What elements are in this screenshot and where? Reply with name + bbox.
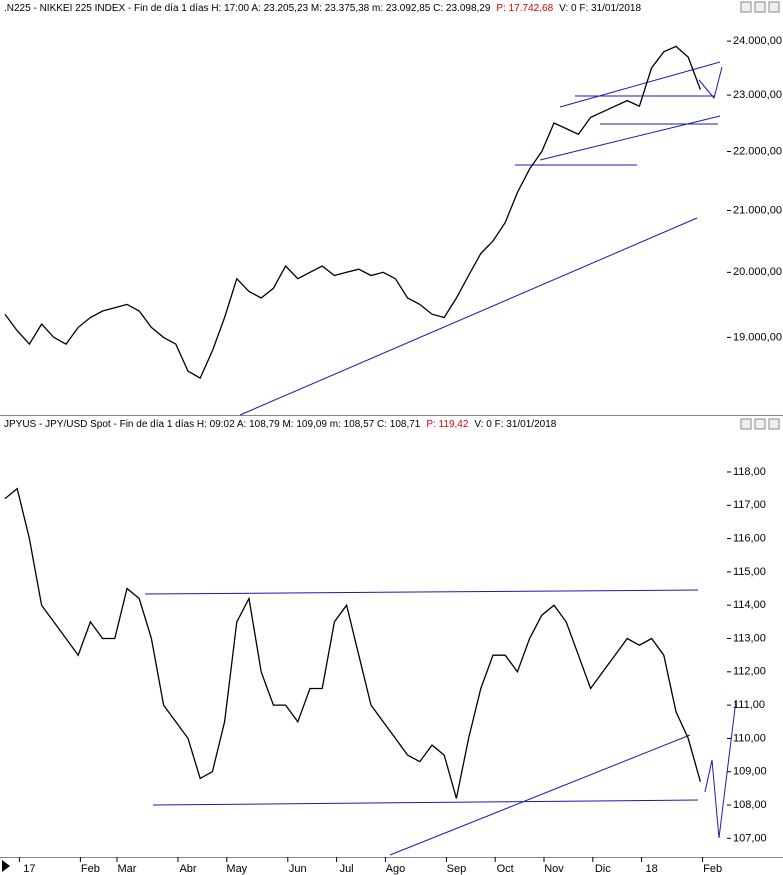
trend-line	[144, 589, 699, 595]
x-tick-label: Ago	[386, 863, 406, 875]
x-tick-label: 17	[23, 863, 35, 875]
y-tick-label: 112,00	[733, 666, 766, 678]
y-tick-label: 109,00	[733, 766, 767, 778]
y-tick-label: 19.000,00	[733, 331, 782, 343]
header-alert: P: 17.742,68	[496, 3, 553, 14]
trend-line	[389, 734, 691, 856]
y-tick-label: 23.000,00	[733, 89, 782, 101]
x-tick-label: Jun	[289, 863, 307, 875]
y-tick-label: 110,00	[733, 732, 766, 744]
y-tick-label: 21.000,00	[733, 204, 782, 216]
y-tick-label: 107,00	[733, 832, 767, 844]
y-tick-label: 115,00	[733, 566, 766, 578]
panel-header: .N225 - NIKKEI 225 INDEX - Fin de día 1 …	[4, 3, 641, 14]
x-tick-label: Sep	[447, 863, 467, 875]
y-tick-label: 118,00	[733, 466, 766, 478]
y-tick-label: 116,00	[733, 532, 766, 544]
button[interactable]	[754, 418, 766, 430]
header-title: JPYUS - JPY/USD Spot - Fin de día 1 días…	[4, 419, 421, 430]
y-tick-label: 24.000,00	[733, 35, 782, 47]
x-tick-label: May	[226, 863, 247, 875]
price-line	[4, 45, 702, 380]
x-tick-label: Dic	[595, 863, 611, 875]
y-tick-label: 117,00	[733, 499, 766, 511]
button[interactable]	[768, 418, 780, 430]
header-alert: P: 119,42	[426, 419, 469, 430]
header-info: V: 0 F: 31/01/2018	[559, 3, 641, 14]
button[interactable]	[768, 1, 780, 13]
scroll-marker	[2, 860, 10, 872]
y-tick-label: 108,00	[733, 799, 767, 811]
price-line	[4, 487, 702, 799]
header-info: V: 0 F: 31/01/2018	[474, 419, 556, 430]
x-tick-label: Feb	[81, 863, 100, 875]
x-tick-label: Nov	[544, 863, 564, 875]
x-tick-label: 18	[645, 863, 657, 875]
x-tick-label: Oct	[497, 863, 514, 875]
button[interactable]	[754, 1, 766, 13]
arrow	[704, 699, 737, 839]
window-buttons[interactable]	[740, 1, 780, 430]
button[interactable]	[740, 418, 752, 430]
panel-header: JPYUS - JPY/USD Spot - Fin de día 1 días…	[4, 419, 557, 430]
y-tick-label: 114,00	[733, 599, 766, 611]
x-tick-label: Mar	[118, 863, 137, 875]
trend-line	[239, 217, 698, 416]
y-tick-label: 22.000,00	[733, 145, 782, 157]
y-tick-label: 20.000,00	[733, 266, 782, 278]
trend-line	[152, 799, 699, 806]
arrow	[698, 66, 723, 100]
header-title: .N225 - NIKKEI 225 INDEX - Fin de día 1 …	[4, 3, 491, 14]
trend-line	[539, 115, 721, 161]
x-tick-label: Feb	[703, 863, 722, 875]
button[interactable]	[740, 1, 752, 13]
y-tick-label: 113,00	[733, 632, 766, 644]
x-tick-label: Jul	[340, 863, 354, 875]
x-tick-label: Abr	[179, 863, 196, 875]
y-tick-label: 111,00	[733, 699, 765, 711]
